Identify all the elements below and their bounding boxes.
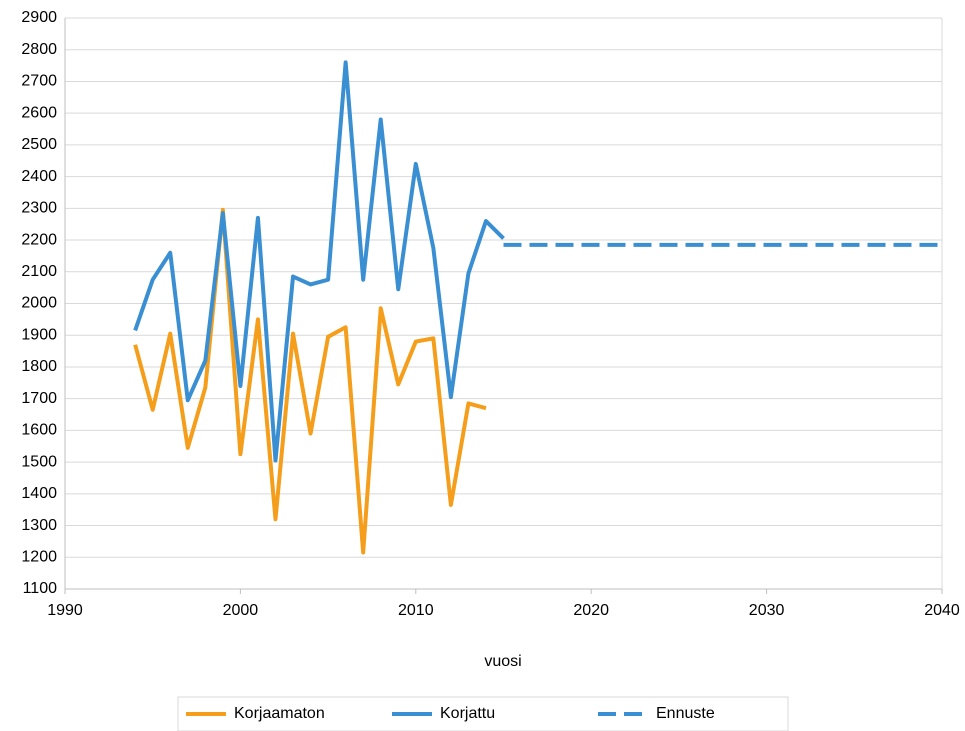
legend-label: Korjattu: [440, 705, 495, 722]
legend-label: Ennuste: [656, 705, 715, 722]
y-tick-label: 2000: [21, 295, 57, 312]
y-tick-label: 1400: [21, 485, 57, 502]
y-tick-label: 1100: [23, 580, 58, 597]
y-tick-label: 1800: [21, 358, 57, 375]
x-tick-label: 2030: [749, 602, 785, 619]
y-tick-label: 2700: [21, 73, 57, 90]
series-line: [133, 60, 505, 463]
y-tick-label: 2600: [21, 104, 57, 121]
y-tick-label: 1300: [21, 517, 57, 534]
y-tick-label: 1600: [21, 422, 57, 439]
y-tick-label: 1700: [21, 390, 57, 407]
y-tick-label: 1200: [21, 548, 57, 565]
x-tick-label: 2010: [398, 602, 434, 619]
x-tick-label: 2000: [223, 602, 259, 619]
legend-box: [177, 696, 789, 731]
y-tick-label: 1900: [21, 326, 57, 343]
x-tick-label: 1990: [47, 602, 83, 619]
series-line: [133, 207, 487, 555]
y-tick-label: 2300: [21, 200, 57, 217]
y-tick-label: 2200: [21, 231, 57, 248]
x-tick-label: 2020: [573, 602, 609, 619]
y-tick-label: 2100: [21, 263, 57, 280]
legend-label: Korjaamaton: [234, 705, 325, 722]
x-axis-label: vuosi: [484, 653, 521, 670]
y-tick-label: 2800: [21, 41, 57, 58]
y-tick-label: 2400: [21, 168, 57, 185]
y-tick-label: 2900: [21, 9, 57, 26]
x-tick-label: 2040: [924, 602, 960, 619]
y-tick-label: 1500: [21, 453, 57, 470]
y-tick-label: 2500: [21, 136, 57, 153]
